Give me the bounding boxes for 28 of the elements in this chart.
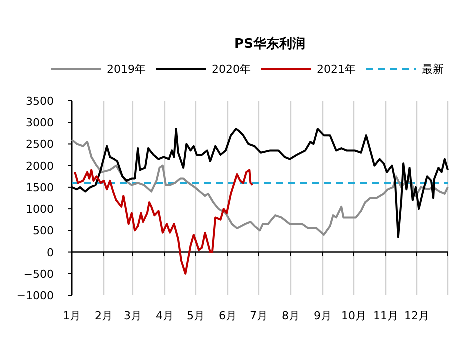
x-tick-label: 12月: [404, 310, 430, 322]
x-tick-label: 11月: [374, 310, 399, 322]
y-tick-label: 1000: [26, 203, 54, 216]
y-tick-label: 2500: [26, 138, 54, 152]
x-tick-label: 10月: [342, 310, 366, 322]
x-tick-label: 7月: [250, 310, 268, 322]
y-tick-label: 2000: [26, 160, 54, 173]
x-tick-label: 3月: [124, 310, 142, 322]
y-tick-label: 3500: [26, 95, 54, 108]
legend-label: 2021年: [317, 63, 356, 76]
x-tick-label: 2月: [95, 310, 114, 322]
y-tick-label: 1500: [26, 181, 54, 194]
legend-label: 最新: [422, 63, 444, 76]
line-series: [74, 169, 254, 275]
y-tick-label: 0: [47, 246, 54, 260]
x-tick-label: 6月: [218, 310, 237, 322]
y-tick-label: 500: [33, 224, 54, 238]
x-tick-label: 4月: [156, 310, 174, 322]
x-tick-label: 8月: [282, 310, 300, 322]
x-tick-label: 9月: [314, 310, 332, 322]
y-tick-label: −500: [24, 268, 54, 281]
x-tick-label: 1月: [63, 310, 81, 322]
y-tick-label: −1000: [16, 290, 54, 302]
legend-label: 2020年: [212, 63, 251, 76]
x-tick-label: 5月: [186, 310, 205, 322]
legend-label: 2019年: [107, 63, 146, 76]
chart-title: PS华东利润: [234, 36, 306, 52]
y-tick-label: 3000: [26, 116, 54, 130]
